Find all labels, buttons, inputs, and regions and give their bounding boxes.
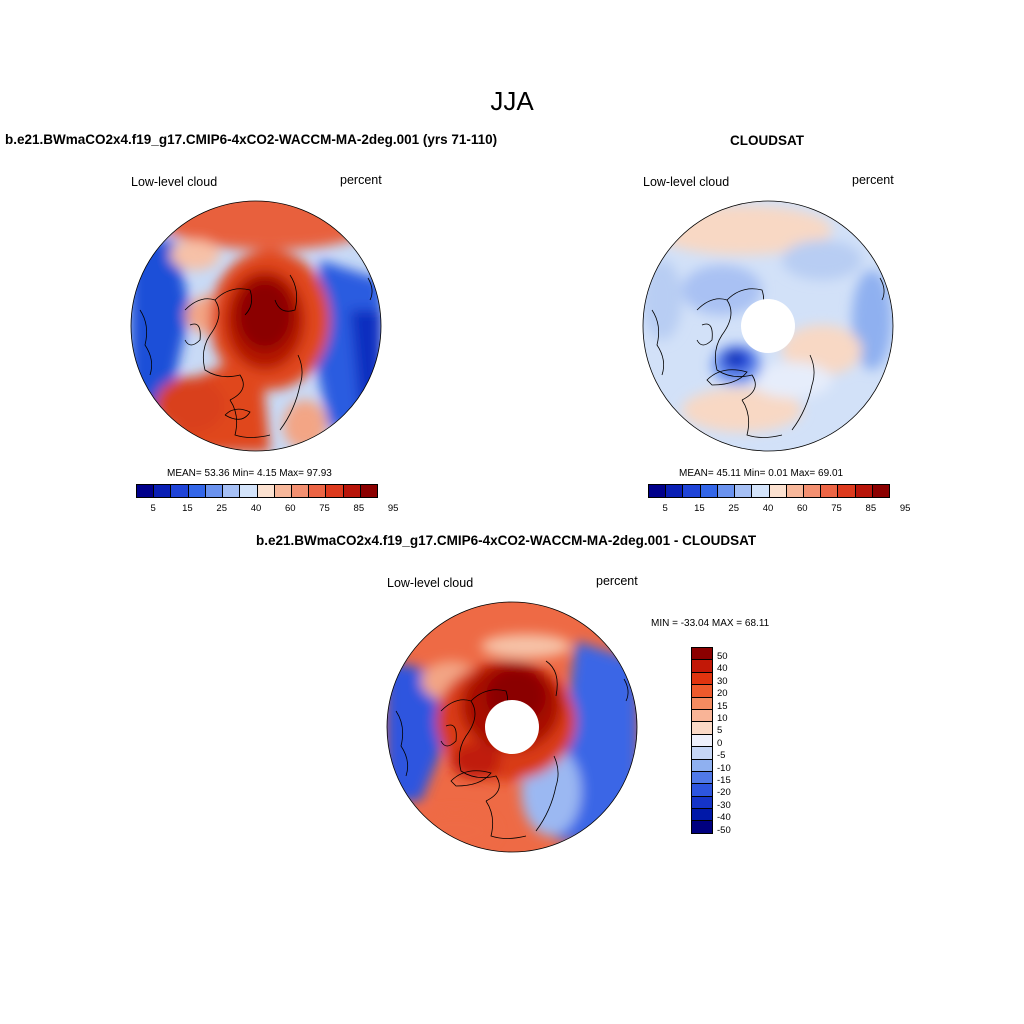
colorbar-swatch xyxy=(240,485,258,497)
colorbar-tick-label: 10 xyxy=(717,713,728,724)
colorbar-swatch xyxy=(692,648,712,661)
colorbar-swatch xyxy=(360,485,378,497)
panel-title-obs: CLOUDSAT xyxy=(730,133,804,148)
colorbar-tick-label: 25 xyxy=(216,503,227,514)
colorbar-tick-label: 20 xyxy=(717,688,728,700)
colorbar-swatch xyxy=(803,485,822,497)
colorbar-swatch xyxy=(692,809,712,822)
colorbar-ticks-obs: 5 15 25 40 60 75 85 95 xyxy=(648,503,910,515)
variable-label-diff: Low-level cloud xyxy=(387,576,474,590)
units-label-model: percent xyxy=(340,173,382,187)
stats-diff: MIN = -33.04 MAX = 68.11 xyxy=(651,618,770,629)
colorbar-swatch xyxy=(752,485,770,497)
panel-title-model: b.e21.BWmaCO2x4.f19_g17.CMIP6-4xCO2-WACC… xyxy=(5,132,498,147)
variable-label-model: Low-level cloud xyxy=(131,175,218,189)
colorbar-tick-label: 5 xyxy=(150,503,156,514)
colorbar-tick-label: -5 xyxy=(717,750,726,762)
colorbar-tick-label: 15 xyxy=(182,503,193,514)
colorbar-swatch xyxy=(855,485,873,497)
colorbar-tick-label: 85 xyxy=(353,503,365,514)
colorbar-tick-label: 95 xyxy=(899,503,911,514)
colorbar-diff xyxy=(691,647,713,834)
colorbar-swatch xyxy=(666,485,684,497)
panel-title-diff: b.e21.BWmaCO2x4.f19_g17.CMIP6-4xCO2-WACC… xyxy=(256,533,757,548)
colorbar-swatch xyxy=(769,485,787,497)
colorbar-swatch xyxy=(692,685,712,698)
polar-map-obs xyxy=(642,200,894,452)
colorbar-swatch xyxy=(692,734,712,748)
colorbar-swatch xyxy=(223,485,241,497)
colorbar-swatch xyxy=(257,485,275,497)
stats-obs: MEAN= 45.11 Min= 0.01 Max= 69.01 xyxy=(679,468,844,479)
colorbar-swatch xyxy=(692,747,712,760)
colorbar-swatch xyxy=(343,485,361,497)
colorbar-obs xyxy=(648,484,890,498)
colorbar-tick-label: 60 xyxy=(796,503,808,514)
colorbar-ticks-diff: 50 40 30 20 15 10 5 0 -5 -10 -15 -20 -30 -40 -50 xyxy=(717,650,757,845)
colorbar-swatch xyxy=(735,485,753,497)
colorbar-tick-label: -20 xyxy=(717,787,731,799)
colorbar-swatch xyxy=(692,771,712,785)
colorbar-swatch xyxy=(872,485,890,497)
colorbar-swatch xyxy=(692,821,712,833)
colorbar-swatch xyxy=(309,485,327,497)
colorbar-tick-label: 5 xyxy=(662,503,668,514)
colorbar-tick-label: 30 xyxy=(717,675,728,687)
colorbar-tick-label: 40 xyxy=(762,503,774,514)
units-label-diff: percent xyxy=(596,574,638,588)
colorbar-swatch xyxy=(692,796,712,810)
colorbar-swatch xyxy=(786,485,804,497)
colorbar-ticks-model: 5 15 25 40 60 75 85 95 xyxy=(136,503,398,515)
colorbar-swatch xyxy=(171,485,189,497)
units-label-obs: percent xyxy=(852,173,894,187)
colorbar-tick-label: 50 xyxy=(717,651,728,662)
colorbar-swatch xyxy=(821,485,839,497)
colorbar-swatch xyxy=(692,784,712,797)
colorbar-tick-label: 75 xyxy=(831,503,842,514)
colorbar-tick-label: -10 xyxy=(717,762,731,774)
colorbar-tick-label: -40 xyxy=(717,812,731,824)
polar-map-diff xyxy=(386,601,638,853)
colorbar-tick-label: -15 xyxy=(717,775,731,786)
colorbar-swatch xyxy=(692,672,712,686)
colorbar-swatch xyxy=(692,759,712,772)
colorbar-tick-label: 40 xyxy=(717,663,728,675)
colorbar-tick-label: 95 xyxy=(387,503,399,514)
colorbar-tick-label: -30 xyxy=(717,799,731,811)
colorbar-tick-label: 40 xyxy=(250,503,262,514)
colorbar-tick-label: 60 xyxy=(284,503,296,514)
colorbar-swatch xyxy=(692,697,712,710)
colorbar-swatch xyxy=(692,709,712,723)
colorbar-swatch xyxy=(692,722,712,735)
colorbar-tick-label: 0 xyxy=(717,737,723,749)
colorbar-tick-label: 5 xyxy=(717,725,723,737)
colorbar-swatch xyxy=(692,660,712,673)
colorbar-tick-label: -50 xyxy=(717,824,731,836)
colorbar-tick-label: 15 xyxy=(717,700,728,712)
colorbar-swatch xyxy=(291,485,310,497)
colorbar-swatch xyxy=(137,485,155,497)
colorbar-tick-label: 85 xyxy=(865,503,877,514)
colorbar-swatch xyxy=(717,485,736,497)
colorbar-swatch xyxy=(154,485,172,497)
colorbar-swatch xyxy=(274,485,292,497)
main-title: JJA xyxy=(490,86,534,116)
colorbar-swatch xyxy=(205,485,224,497)
colorbar-swatch xyxy=(326,485,344,497)
colorbar-tick-label: 15 xyxy=(694,503,705,514)
colorbar-swatch xyxy=(683,485,701,497)
stats-model: MEAN= 53.36 Min= 4.15 Max= 97.93 xyxy=(167,468,332,479)
colorbar-swatch xyxy=(700,485,718,497)
colorbar-swatch xyxy=(649,485,667,497)
colorbar-tick-label: 75 xyxy=(319,503,330,514)
colorbar-swatch xyxy=(838,485,856,497)
colorbar-swatch xyxy=(188,485,206,497)
polar-map-model xyxy=(130,200,382,452)
colorbar-tick-label: 25 xyxy=(728,503,739,514)
variable-label-obs: Low-level cloud xyxy=(643,175,730,189)
colorbar-model xyxy=(136,484,378,498)
